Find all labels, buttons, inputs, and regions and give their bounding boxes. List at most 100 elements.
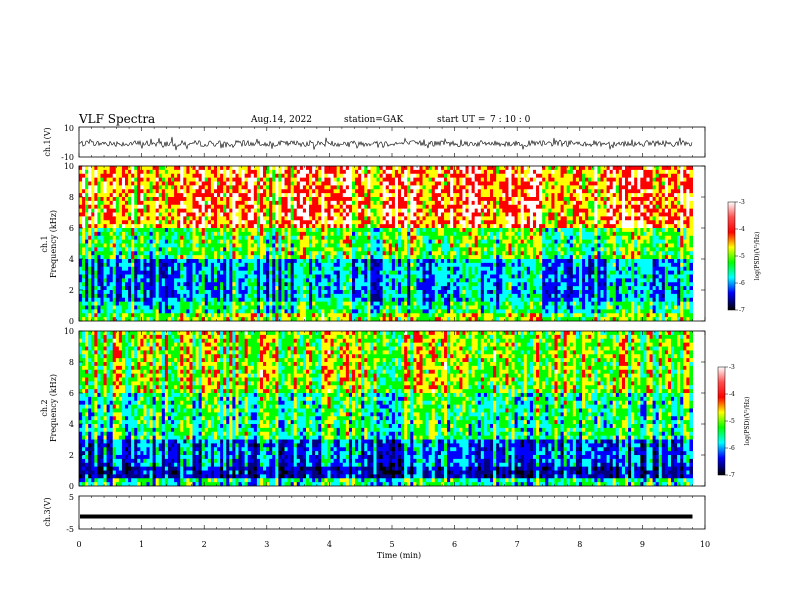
spectrogram-cell bbox=[241, 204, 246, 210]
spectrogram-cell bbox=[290, 243, 295, 248]
spectrogram-cell bbox=[290, 212, 295, 217]
spectrogram-cell bbox=[330, 290, 335, 295]
spectrogram-cell bbox=[253, 204, 258, 210]
spectrogram-cell bbox=[450, 251, 454, 256]
spectrogram-cell bbox=[171, 231, 175, 237]
spectrogram-cell bbox=[364, 204, 368, 210]
spectrogram-cell bbox=[309, 173, 313, 179]
spectrogram-cell bbox=[97, 177, 102, 183]
spectrogram-cell bbox=[379, 204, 384, 210]
spectrogram-cell bbox=[125, 266, 129, 272]
spectrogram-cell bbox=[318, 274, 322, 279]
spectrogram-cell bbox=[128, 293, 132, 299]
spectrogram-cell bbox=[299, 286, 304, 291]
spectrogram-cell bbox=[290, 220, 295, 225]
spectrogram-cell bbox=[79, 274, 83, 279]
spectrogram-cell bbox=[367, 270, 372, 276]
spectrogram-cell bbox=[456, 193, 460, 198]
spectrogram-cell bbox=[186, 247, 191, 252]
spectrogram-cell bbox=[195, 297, 200, 303]
spectrogram-cell bbox=[450, 259, 454, 264]
spectrogram-cell bbox=[140, 309, 145, 314]
spectrogram-cell bbox=[131, 228, 135, 233]
spectrogram-cell bbox=[253, 208, 258, 214]
spectrogram-cell bbox=[94, 166, 99, 171]
spectrogram-cell bbox=[321, 193, 325, 198]
spectrogram-cell bbox=[364, 293, 368, 299]
spectrogram-cell bbox=[250, 173, 255, 179]
spectrogram-cell bbox=[256, 286, 261, 291]
spectrogram-cell bbox=[253, 185, 258, 190]
spectrogram-cell bbox=[440, 189, 445, 194]
spectrogram-cell bbox=[355, 169, 359, 175]
spectrogram-cell bbox=[118, 239, 123, 245]
spectrogram-cell bbox=[137, 193, 141, 198]
spectrogram-cell bbox=[207, 270, 212, 276]
spectrogram-cell bbox=[302, 290, 307, 295]
spectrogram-cell bbox=[342, 220, 347, 225]
spectrogram-cell bbox=[152, 317, 157, 321]
spectrogram-cell bbox=[358, 293, 362, 299]
spectrogram-cell bbox=[213, 317, 218, 321]
spectrogram-cell bbox=[352, 216, 356, 221]
spectrogram-cell bbox=[88, 220, 92, 225]
spectrogram-cell bbox=[394, 177, 399, 183]
spectrogram-cell bbox=[440, 286, 445, 291]
spectrogram-cell bbox=[299, 259, 304, 264]
spectrogram-cell bbox=[118, 259, 123, 264]
spectrogram-cell bbox=[180, 216, 184, 221]
spectrogram-cell bbox=[97, 166, 102, 171]
spectrogram-cell bbox=[229, 259, 233, 264]
spectrogram-cell bbox=[444, 243, 448, 248]
spectrogram-cell bbox=[137, 278, 141, 283]
spectrogram-cell bbox=[459, 220, 464, 225]
spectrogram-cell bbox=[180, 220, 184, 225]
spectrogram-cell bbox=[128, 220, 132, 225]
spectrogram-cell bbox=[143, 173, 148, 179]
spectrogram-cell bbox=[210, 290, 215, 295]
spectrogram-cell bbox=[370, 189, 375, 194]
spectrogram-cell bbox=[428, 220, 433, 225]
spectrogram-cell bbox=[355, 282, 359, 287]
spectrogram-cell bbox=[164, 274, 169, 279]
spectrogram-cell bbox=[232, 251, 237, 256]
spectrogram-cell bbox=[391, 235, 396, 241]
spectrogram-cell bbox=[312, 297, 316, 303]
spectrogram-cell bbox=[401, 301, 405, 307]
spectrogram-cell bbox=[440, 274, 445, 279]
spectrogram-cell bbox=[459, 224, 464, 229]
spectrogram-cell bbox=[324, 220, 329, 225]
spectrogram-cell bbox=[373, 274, 378, 279]
spectrogram-cell bbox=[431, 286, 436, 291]
spectrogram-cell bbox=[379, 251, 384, 256]
spectrogram-cell bbox=[342, 239, 347, 245]
spectrogram-cell bbox=[201, 204, 206, 210]
spectrogram-cell bbox=[241, 297, 246, 303]
spectrogram-cell bbox=[137, 305, 141, 310]
spectrogram-cell bbox=[189, 313, 194, 318]
spectrogram-cell bbox=[370, 278, 375, 283]
spectrogram-cell bbox=[302, 309, 307, 314]
spectrogram-cell bbox=[296, 239, 301, 245]
spectrogram-cell bbox=[220, 282, 224, 287]
spectrogram-cell bbox=[198, 286, 203, 291]
spectrogram-cell bbox=[299, 262, 304, 268]
spectrogram-cell bbox=[367, 297, 372, 303]
spectrogram-cell bbox=[352, 259, 356, 264]
spectrogram-cell bbox=[82, 270, 86, 276]
spectrogram-cell bbox=[158, 301, 163, 307]
spectrogram-cell bbox=[97, 212, 102, 217]
spectrogram-cell bbox=[404, 235, 408, 241]
spectrogram-cell bbox=[385, 204, 390, 210]
spectrogram-cell bbox=[318, 235, 322, 241]
spectrogram-cell bbox=[413, 173, 418, 179]
spectrogram-cell bbox=[431, 166, 436, 171]
spectrogram-cell bbox=[284, 251, 289, 256]
spectrogram-cell bbox=[281, 293, 286, 299]
spectrogram-cell bbox=[115, 177, 120, 183]
spectrogram-cell bbox=[213, 208, 218, 214]
spectrogram-cell bbox=[198, 313, 203, 318]
spectrogram-cell bbox=[425, 274, 430, 279]
spectrogram-cell bbox=[444, 274, 448, 279]
spectrogram-cell bbox=[382, 235, 387, 241]
